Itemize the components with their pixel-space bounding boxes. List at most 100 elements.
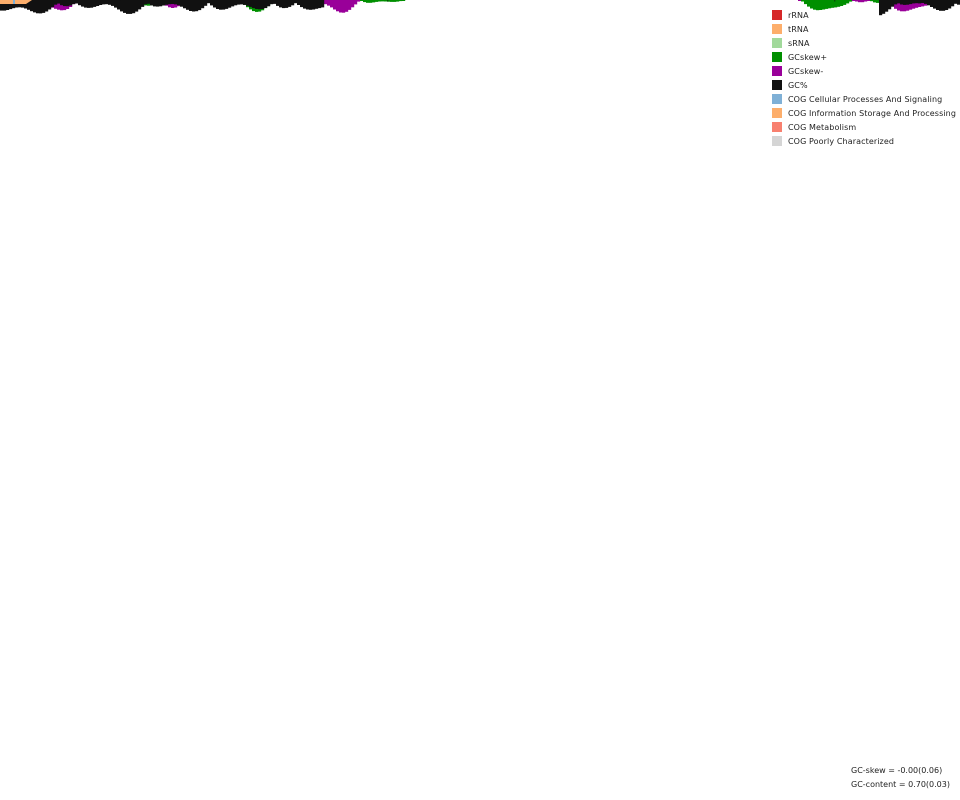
gc-content-bar (948, 0, 952, 9)
legend-label: sRNA (788, 38, 810, 48)
gc-content-bar (153, 0, 157, 7)
gc-skew-negative-bar (363, 0, 367, 3)
scale-label: 2040 kbp (264, 0, 302, 2)
gc-content-bar (900, 0, 904, 5)
gc-content-bar (45, 0, 49, 12)
gc-content-bar (111, 0, 115, 6)
gc-content-bar (30, 0, 34, 12)
gc-content-bar (222, 0, 226, 10)
gc-skew-negative-bar (375, 0, 379, 2)
gc-content-bar (321, 0, 325, 8)
gc-content-bar (273, 0, 277, 4)
gc-content-bar (36, 0, 40, 14)
gc-skew-positive-bar (912, 0, 916, 9)
gc-content-bar (954, 0, 958, 4)
gc-skew-positive-bar (864, 0, 868, 2)
gc-skew-positive-bar (897, 0, 901, 11)
gc-content-bar (207, 0, 211, 4)
gc-content-bar (897, 0, 901, 4)
gc-content-bar (105, 0, 109, 5)
gc-content-bar (279, 0, 283, 8)
legend-swatch (772, 94, 782, 104)
gc-content-bar (174, 0, 178, 5)
gc-content-bar (261, 0, 265, 9)
legend-swatch (772, 136, 782, 146)
gc-content-bar (936, 0, 940, 10)
scale-label: 2010 kbp (801, 0, 839, 2)
legend-item-cog-cellular: COG Cellular Processes And Signaling (772, 92, 960, 106)
gc-skew-negative-bar (372, 0, 376, 3)
gc-skew-negative-bar (396, 0, 400, 2)
gc-content-bar (219, 0, 223, 10)
legend-swatch (772, 122, 782, 132)
gc-skew-negative-bar (837, 0, 841, 7)
gc-content-bar (945, 0, 949, 10)
gc-content-bar (126, 0, 130, 14)
gc-content-bar (24, 0, 28, 9)
gc-content-bar (204, 0, 208, 6)
gc-content-bar (132, 0, 136, 14)
legend-label: COG Cellular Processes And Signaling (788, 94, 943, 104)
gc-content-bar (69, 0, 73, 6)
legend-label: GCskew- (788, 66, 824, 76)
gc-content-bar (186, 0, 190, 10)
gc-content-bar (189, 0, 193, 11)
legend-item-cog-metabolism: COG Metabolism (772, 120, 960, 134)
gc-content-bar (288, 0, 292, 7)
gc-content-bar (315, 0, 319, 9)
gc-content-bar (957, 0, 960, 5)
gc-skew-positive-bar (900, 0, 904, 12)
gc-skew-negative-bar (822, 0, 826, 10)
gc-content-bar (75, 0, 79, 4)
gc-content-bar (201, 0, 205, 9)
gc-content-bar (879, 0, 883, 16)
gc-skew-negative-bar (831, 0, 835, 8)
gc-skew-positive-bar (348, 0, 352, 10)
gc-content-bar (198, 0, 202, 11)
gc-skew-positive-bar (867, 0, 871, 1)
gc-content-bar (9, 0, 13, 10)
gc-content-bar (924, 0, 928, 4)
gc-skew-negative-bar (801, 0, 805, 2)
gc-content-track (0, 0, 960, 16)
gc-skew-negative-bar (873, 0, 877, 3)
legend: rRNA tRNA sRNA GCskew+ GCskew- GC% COG C… (772, 8, 960, 148)
gc-content-bar (267, 0, 271, 7)
gc-content-bar (228, 0, 232, 8)
gc-skew-negative-bar (816, 0, 820, 11)
gc-skew-negative-bar (369, 0, 373, 3)
gc-content-bar (243, 0, 247, 5)
gc-skew-positive-bar (324, 0, 328, 5)
gc-content-bar (891, 0, 895, 7)
legend-label: COG Metabolism (788, 122, 857, 132)
gc-content-bar (63, 0, 67, 7)
legend-label: GC% (788, 80, 808, 90)
gene-features (0, 0, 32, 4)
gc-content-bar (177, 0, 181, 6)
gc-skew-positive-bar (918, 0, 922, 7)
gc-content-bar (129, 0, 133, 14)
legend-item-srna: sRNA (772, 36, 960, 50)
legend-swatch (772, 108, 782, 118)
gc-content-bar (96, 0, 100, 6)
legend-item-trna: tRNA (772, 22, 960, 36)
legend-swatch (772, 66, 782, 76)
gc-skew-negative-bar (813, 0, 817, 10)
gc-skew-negative-bar (828, 0, 832, 9)
legend-swatch (772, 24, 782, 34)
gc-content-bar (108, 0, 112, 5)
gc-skew-negative-bar (876, 0, 880, 3)
gc-content-bar (171, 0, 175, 4)
gc-content-bar (300, 0, 304, 8)
gc-content-bar (303, 0, 307, 9)
legend-item-cog-poorly: COG Poorly Characterized (772, 134, 960, 148)
gc-skew-negative-bar (402, 0, 406, 1)
gc-content-bar (921, 0, 925, 3)
gc-content-bar (237, 0, 241, 5)
gc-content-bar (306, 0, 310, 10)
gc-content-bar (951, 0, 955, 7)
gc-content-bar (162, 0, 166, 6)
gc-content-bar (915, 0, 919, 4)
gc-skew-negative-bar (843, 0, 847, 5)
gc-content-bar (183, 0, 187, 9)
